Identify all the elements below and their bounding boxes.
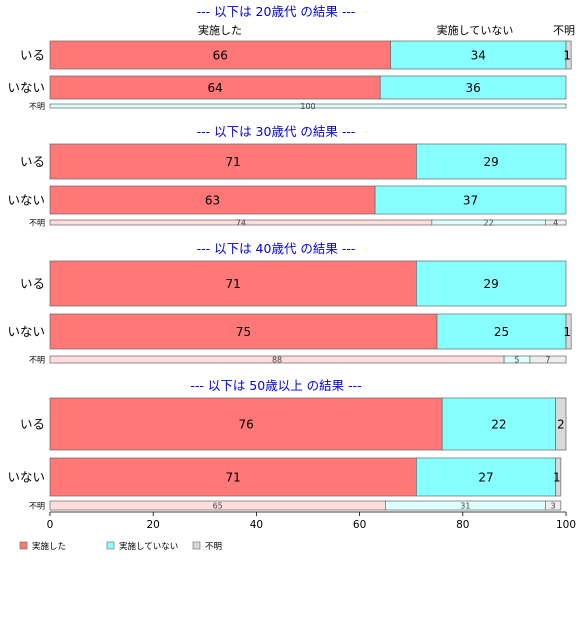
data-label: 27 [478, 471, 493, 485]
legend-swatch [192, 541, 201, 550]
x-tick-label: 60 [353, 519, 366, 531]
bar-segment [390, 40, 567, 70]
bar-segment [49, 397, 443, 451]
bar-segment [545, 219, 567, 226]
data-label: 3 [551, 502, 556, 511]
data-label: 71 [226, 155, 241, 169]
data-label: 22 [484, 219, 494, 228]
x-tick-label: 100 [556, 519, 576, 531]
panel-title: --- 以下は 20歳代 の結果 --- [197, 4, 356, 19]
data-label: 25 [494, 325, 509, 339]
legend-label: 実施した [32, 541, 66, 552]
bar-segment [49, 313, 438, 350]
bar-segment [416, 457, 557, 497]
data-label: 64 [207, 81, 222, 95]
data-label: 74 [236, 219, 246, 228]
data-label: 31 [460, 502, 470, 511]
row-label: いない [7, 324, 45, 339]
panel-title: --- 以下は 50歳以上 の結果 --- [190, 378, 361, 393]
data-label: 29 [484, 277, 499, 291]
data-label: 7 [545, 356, 550, 365]
panel-title: --- 以下は 30歳代 の結果 --- [197, 124, 356, 139]
bar-segment [565, 313, 572, 350]
bar-segment [565, 40, 572, 70]
x-tick-label: 40 [250, 519, 263, 531]
row-label: 不明 [29, 219, 45, 228]
bar-segment [49, 185, 376, 215]
data-label: 1 [563, 325, 571, 339]
legend-swatch [106, 541, 115, 550]
x-tick-label: 20 [147, 519, 160, 531]
legend-label: 不明 [205, 542, 222, 552]
row-label: 不明 [29, 356, 45, 365]
bar-segment [49, 260, 417, 307]
bar-segment [49, 457, 417, 497]
row-label: いる [20, 48, 45, 63]
x-tick-label: 80 [456, 519, 469, 531]
data-label: 71 [226, 277, 241, 291]
bar-segment [374, 185, 567, 215]
data-label: 75 [236, 325, 251, 339]
legend-swatch [19, 541, 28, 550]
bar-segment [416, 260, 567, 307]
data-label: 4 [553, 219, 558, 228]
panel-title: --- 以下は 40歳代 の結果 --- [197, 241, 356, 256]
bar-segment [49, 40, 391, 70]
bar-segment [49, 103, 567, 109]
data-label: 22 [491, 418, 506, 432]
row-label: 不明 [29, 102, 45, 111]
bar-segment [436, 313, 567, 350]
row-label: 不明 [29, 502, 45, 511]
data-label: 63 [205, 194, 220, 208]
data-label: 1 [563, 49, 571, 63]
data-label: 34 [471, 49, 486, 63]
data-label: 29 [484, 155, 499, 169]
bar-segment [416, 143, 567, 180]
data-label: 36 [465, 81, 480, 95]
bar-segment [379, 75, 567, 100]
data-label: 76 [238, 418, 253, 432]
row-label: いる [20, 417, 45, 432]
bar-segment [555, 397, 567, 451]
bar-segment [529, 355, 567, 364]
data-label: 100 [300, 102, 315, 111]
row-label: いる [20, 276, 45, 291]
data-label: 66 [213, 49, 228, 63]
row-label: いない [7, 193, 45, 208]
row-label: いない [7, 470, 45, 485]
data-label: 65 [213, 502, 223, 511]
bar-segment [555, 457, 562, 497]
bar-segment [441, 397, 557, 451]
row-label: いる [20, 154, 45, 169]
data-label: 71 [226, 471, 241, 485]
row-label: いない [7, 80, 45, 95]
column-header-not-implemented: 実施していない [437, 23, 514, 37]
data-label: 37 [463, 194, 478, 208]
data-label: 1 [553, 471, 561, 485]
bar-segment [545, 500, 562, 511]
legend-label: 実施していない [119, 541, 178, 552]
x-tick-label: 0 [47, 519, 54, 531]
data-label: 88 [272, 356, 282, 365]
bar-segment [49, 143, 417, 180]
data-label: 2 [557, 418, 565, 432]
column-header-unknown: 不明 [553, 24, 575, 37]
column-header-implemented: 実施した [198, 23, 242, 37]
data-label: 5 [514, 356, 519, 365]
